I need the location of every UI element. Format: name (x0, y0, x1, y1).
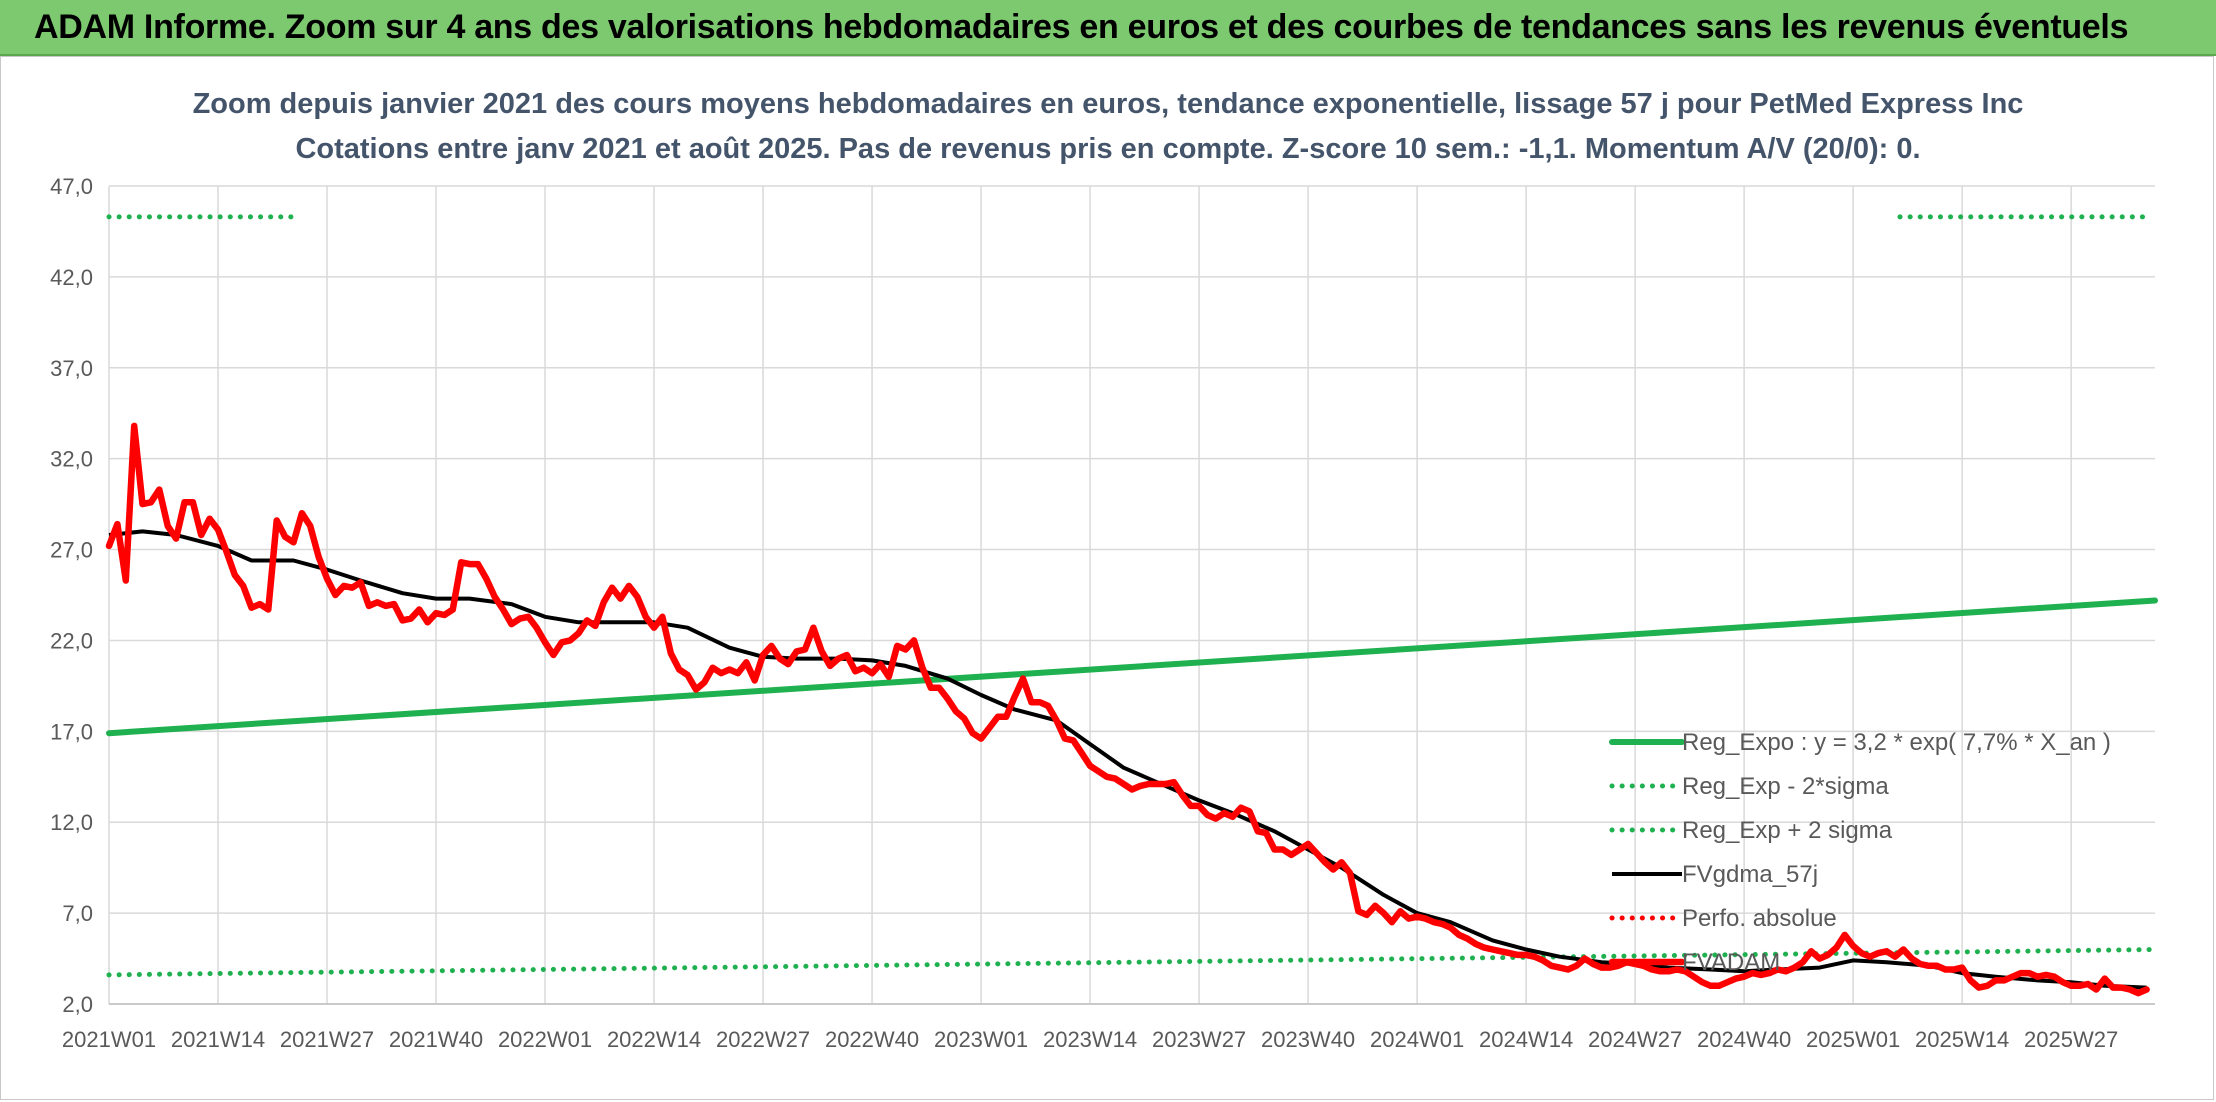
x-tick-label: 2021W01 (62, 1027, 156, 1052)
chart-title: Zoom depuis janvier 2021 des cours moyen… (192, 88, 2024, 120)
x-tick-label: 2023W40 (1261, 1027, 1355, 1052)
x-tick-label: 2024W40 (1697, 1027, 1791, 1052)
x-tick-label: 2021W14 (171, 1027, 265, 1052)
legend-label: FVgdma_57j (1682, 861, 1818, 888)
y-tick-label: 7,0 (62, 901, 93, 926)
y-tick-label: 17,0 (50, 719, 93, 744)
x-tick-label: 2023W01 (934, 1027, 1028, 1052)
x-tick-label: 2024W01 (1370, 1027, 1464, 1052)
x-tick-label: 2025W01 (1806, 1027, 1900, 1052)
y-tick-label: 42,0 (50, 265, 93, 290)
y-tick-label: 12,0 (50, 810, 93, 835)
legend-label: Reg_Exp + 2 sigma (1682, 817, 1893, 844)
series-line-fvgdma-57j (108, 529, 2147, 990)
y-tick-label: 2,0 (62, 992, 93, 1017)
x-tick-label: 2022W40 (825, 1027, 919, 1052)
x-tick-label: 2024W27 (1588, 1027, 1682, 1052)
x-tick-label: 2025W27 (2024, 1027, 2118, 1052)
x-tick-label: 2025W14 (1915, 1027, 2009, 1052)
y-tick-label: 47,0 (50, 174, 93, 199)
chart-subtitle: Cotations entre janv 2021 et août 2025. … (295, 133, 1921, 165)
y-tick-label: 32,0 (50, 447, 93, 472)
header-bar: ADAM Informe. Zoom sur 4 ans des valoris… (0, 0, 2216, 56)
legend-label: Reg_Exp - 2*sigma (1682, 773, 1889, 800)
legend-label: FVADAM (1682, 949, 1780, 976)
x-tick-label: 2022W14 (607, 1027, 701, 1052)
x-tick-label: 2022W01 (498, 1027, 592, 1052)
x-tick-label: 2021W40 (389, 1027, 483, 1052)
legend-label: Perfo. absolue (1682, 905, 1837, 932)
x-tick-label: 2023W27 (1152, 1027, 1246, 1052)
x-tick-label: 2022W27 (716, 1027, 810, 1052)
x-tick-label: 2021W27 (280, 1027, 374, 1052)
legend-label: Reg_Expo : y = 3,2 * exp( 7,7% * X_an ) (1682, 729, 2111, 756)
y-tick-label: 37,0 (50, 356, 93, 381)
y-tick-label: 22,0 (50, 628, 93, 653)
series-line-reg-expo (106, 597, 2158, 737)
x-tick-label: 2023W14 (1043, 1027, 1137, 1052)
chart-frame (0, 56, 2214, 1100)
page-title: ADAM Informe. Zoom sur 4 ans des valoris… (34, 8, 2129, 46)
series-line-fvadam (105, 422, 2150, 997)
x-tick-label: 2024W14 (1479, 1027, 1573, 1052)
y-tick-label: 27,0 (50, 538, 93, 563)
